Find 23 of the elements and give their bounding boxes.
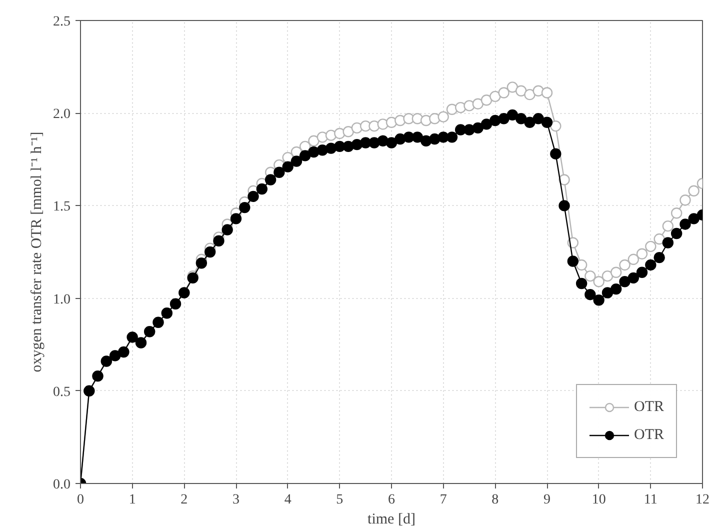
x-tick-label: 8 bbox=[492, 492, 499, 508]
y-tick-label: 0.0 bbox=[53, 478, 70, 492]
x-tick-label: 3 bbox=[232, 492, 240, 508]
x-tick-label: 5 bbox=[336, 492, 344, 508]
x-tick-label: 9 bbox=[544, 492, 550, 508]
y-axis-title: oxygen transfer rate OTR [mmol l⁻¹ h⁻¹] bbox=[29, 132, 45, 372]
x-tick-label: 4 bbox=[284, 492, 292, 508]
x-tick-label: 10 bbox=[592, 492, 606, 508]
x-tick-label: 2 bbox=[180, 492, 188, 508]
x-tick-label: 7 bbox=[440, 492, 447, 508]
x-tick-label: 11 bbox=[644, 492, 658, 508]
y-tick-label: 1.5 bbox=[53, 200, 70, 215]
y-tick-label: 2.5 bbox=[53, 14, 70, 30]
legend-label: OTR bbox=[634, 398, 664, 416]
x-tick-label: 1 bbox=[128, 492, 136, 508]
y-tick-label: 1.0 bbox=[53, 292, 70, 308]
legend-label: OTR bbox=[634, 426, 664, 444]
x-tick-label: 6 bbox=[388, 492, 395, 508]
x-tick-label: 12 bbox=[696, 492, 710, 508]
x-tick-label: 0 bbox=[77, 492, 84, 508]
x-axis-title: time [d] bbox=[368, 512, 416, 528]
y-tick-label: 2.0 bbox=[53, 107, 70, 122]
y-tick-label: 0.5 bbox=[53, 384, 70, 400]
